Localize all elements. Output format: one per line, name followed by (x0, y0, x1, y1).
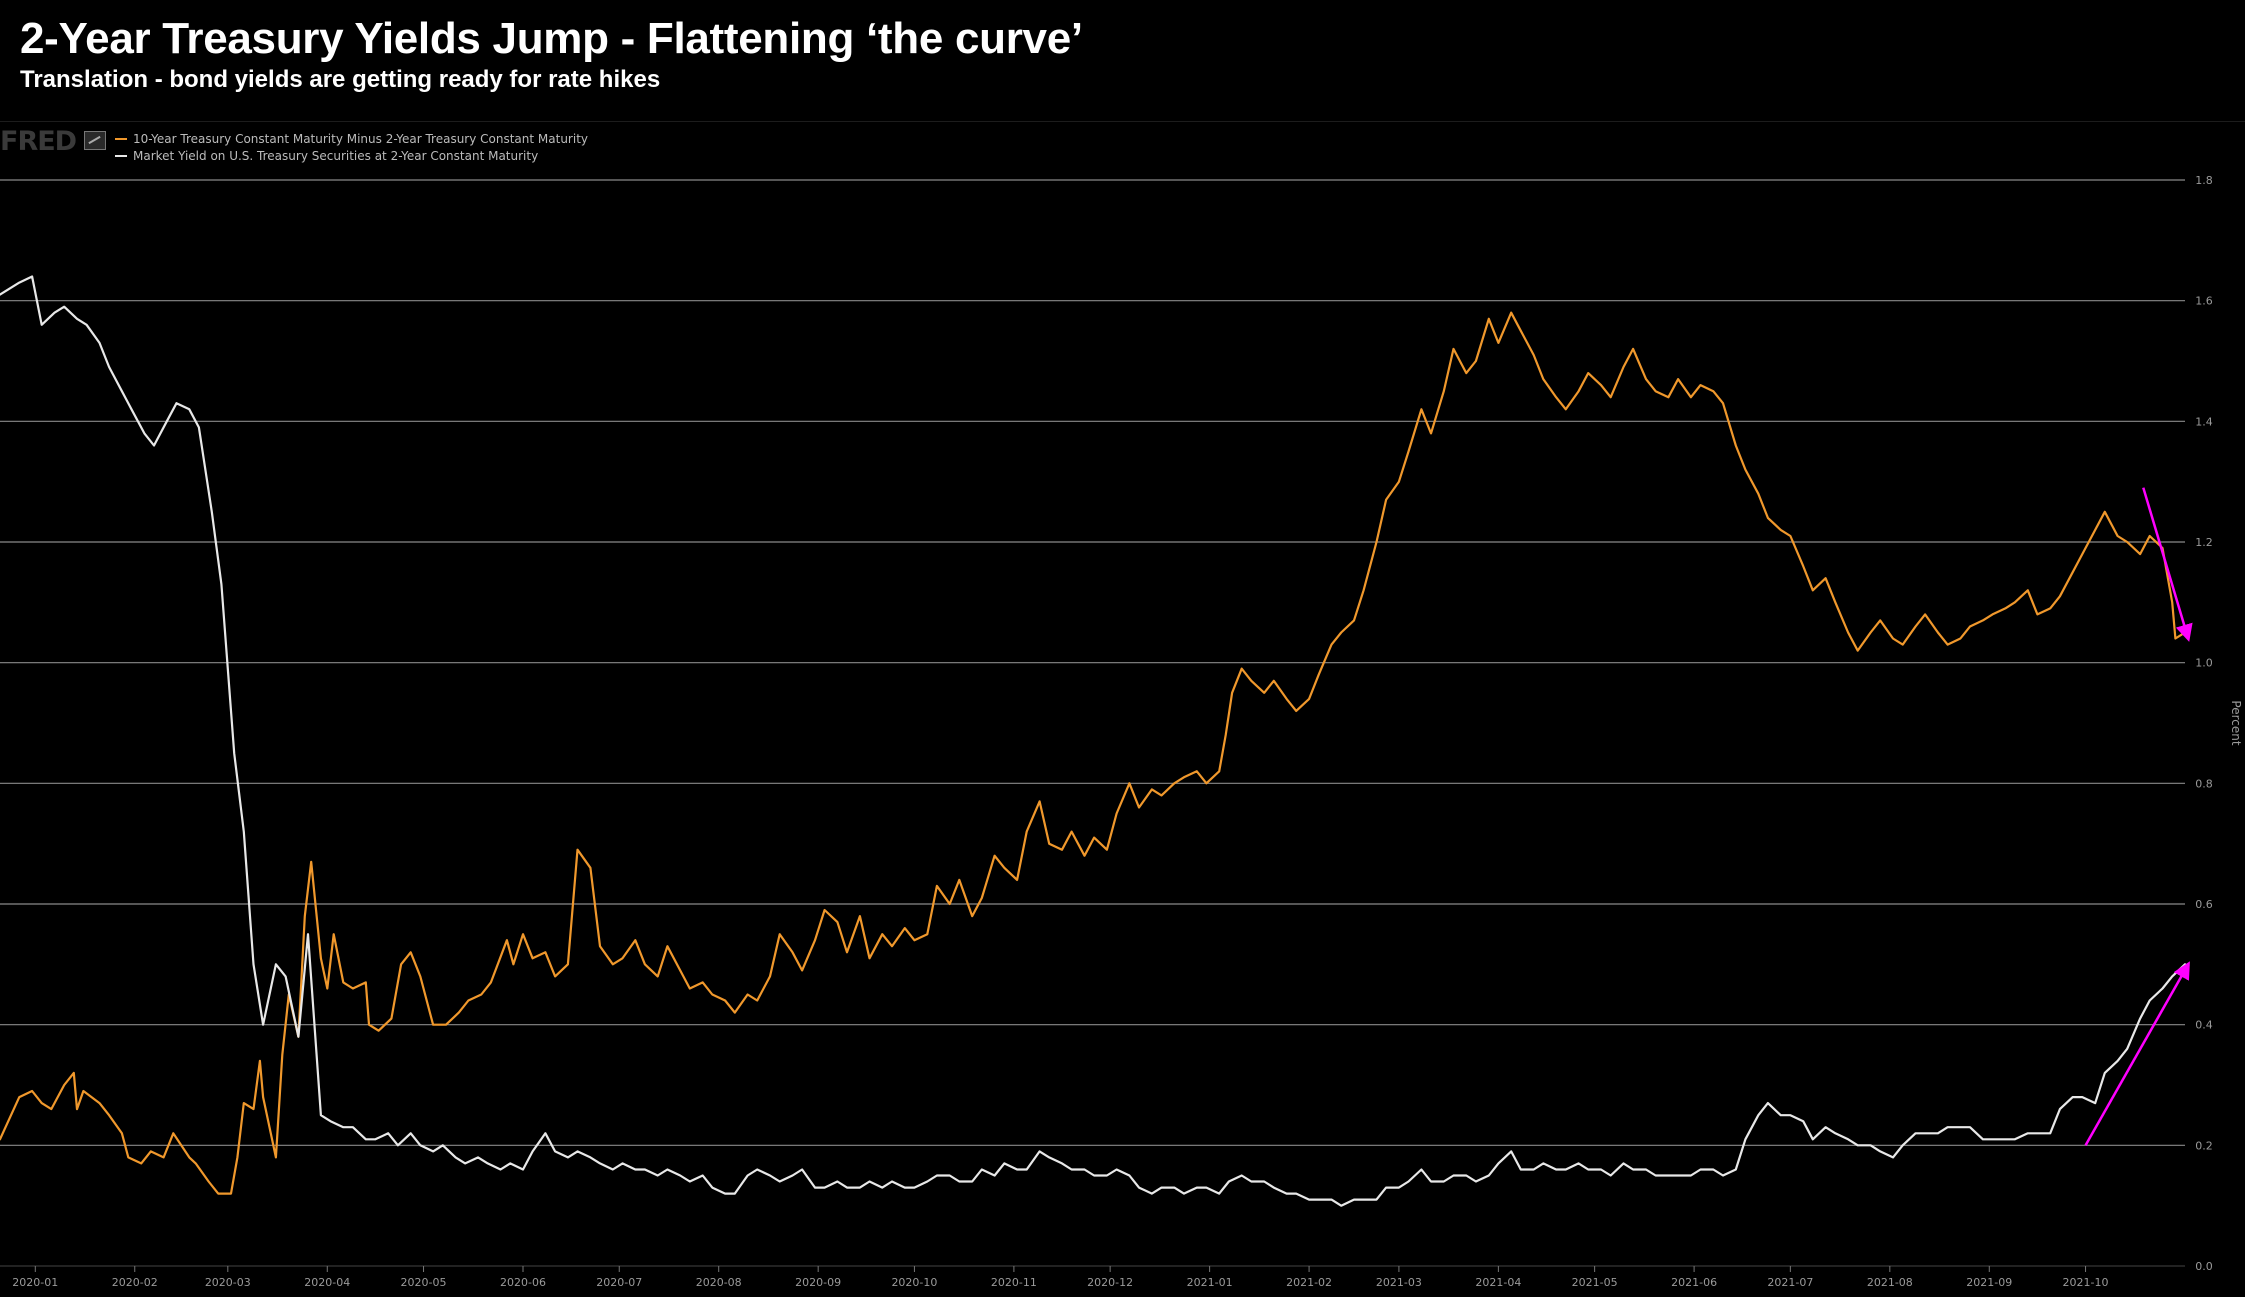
x-tick-label-2020-12: 2020-12 (1087, 1276, 1133, 1289)
x-tick-label-2020-04: 2020-04 (304, 1276, 350, 1289)
x-tick-label-2021-08: 2021-08 (1867, 1276, 1913, 1289)
x-tick-label-2020-03: 2020-03 (205, 1276, 251, 1289)
y-tick-label-1.6: 1.6 (2195, 295, 2213, 308)
x-tick-label-2021-06: 2021-06 (1671, 1276, 1717, 1289)
x-tick-label-2021-09: 2021-09 (1966, 1276, 2012, 1289)
y-tick-label-1.2: 1.2 (2195, 536, 2213, 549)
x-tick-label-2020-08: 2020-08 (696, 1276, 742, 1289)
x-tick-label-2020-10: 2020-10 (891, 1276, 937, 1289)
x-tick-label-2020-01: 2020-01 (12, 1276, 58, 1289)
legend-entry-spread: 10-Year Treasury Constant Maturity Minus… (115, 130, 588, 147)
chart-headline: 2-Year Treasury Yields Jump - Flattening… (20, 14, 1083, 63)
chart-subheadline: Translation - bond yields are getting re… (20, 66, 661, 93)
series-line-2yr (0, 275, 2187, 1207)
y-tick-label-1.0: 1.0 (2195, 657, 2213, 670)
x-tick-label-2021-07: 2021-07 (1767, 1276, 1813, 1289)
x-tick-label-2021-01: 2021-01 (1187, 1276, 1233, 1289)
y-tick-label-0.6: 0.6 (2195, 898, 2213, 911)
x-tick-label-2021-10: 2021-10 (2063, 1276, 2109, 1289)
annotation-up-arrow (2084, 961, 2190, 1146)
series-layer (0, 275, 2187, 1207)
x-tick-label-2020-07: 2020-07 (596, 1276, 642, 1289)
grid-layer (0, 179, 2185, 1146)
y-tick-label-1.4: 1.4 (2195, 415, 2213, 428)
legend-swatch-2yr (115, 154, 127, 157)
x-tick-label-2021-04: 2021-04 (1475, 1276, 1521, 1289)
x-tick-label-2021-03: 2021-03 (1376, 1276, 1422, 1289)
y-tick-label-0.0: 0.0 (2195, 1260, 2213, 1273)
x-tick-label-2020-11: 2020-11 (991, 1276, 1037, 1289)
y-tick-label-1.8: 1.8 (2195, 174, 2213, 187)
legend-entry-2yr: Market Yield on U.S. Treasury Securities… (115, 147, 588, 164)
x-tick-label-2021-05: 2021-05 (1572, 1276, 1618, 1289)
x-tick-label-2020-02: 2020-02 (112, 1276, 158, 1289)
series-line-spread (0, 311, 2187, 1195)
legend-label-spread: 10-Year Treasury Constant Maturity Minus… (133, 131, 589, 146)
x-tick-label-2020-09: 2020-09 (795, 1276, 841, 1289)
fred-logo: FRED (0, 126, 77, 157)
y-tick-label-0.8: 0.8 (2195, 777, 2213, 790)
fred-graph-icon (84, 131, 106, 150)
y-axis-label: Percent (2229, 700, 2243, 745)
x-tick-label-2021-02: 2021-02 (1286, 1276, 1332, 1289)
y-tick-label-0.2: 0.2 (2195, 1139, 2213, 1152)
annotation-down-arrow (2142, 487, 2193, 642)
x-tick-label-2020-05: 2020-05 (401, 1276, 447, 1289)
chart-legend: 10-Year Treasury Constant Maturity Minus… (115, 130, 588, 164)
axis-layer: 0.0 0.2 0.4 0.6 0.8 1.0 1.2 1.4 1.6 1.8 2020-01 202… (0, 174, 2243, 1289)
header-divider (0, 121, 2245, 122)
annotation-layer (2084, 487, 2193, 1146)
legend-label-2yr: Market Yield on U.S. Treasury Securities… (133, 148, 539, 163)
legend-swatch-spread (115, 137, 127, 140)
x-tick-label-2020-06: 2020-06 (500, 1276, 546, 1289)
y-tick-label-0.4: 0.4 (2195, 1019, 2213, 1032)
